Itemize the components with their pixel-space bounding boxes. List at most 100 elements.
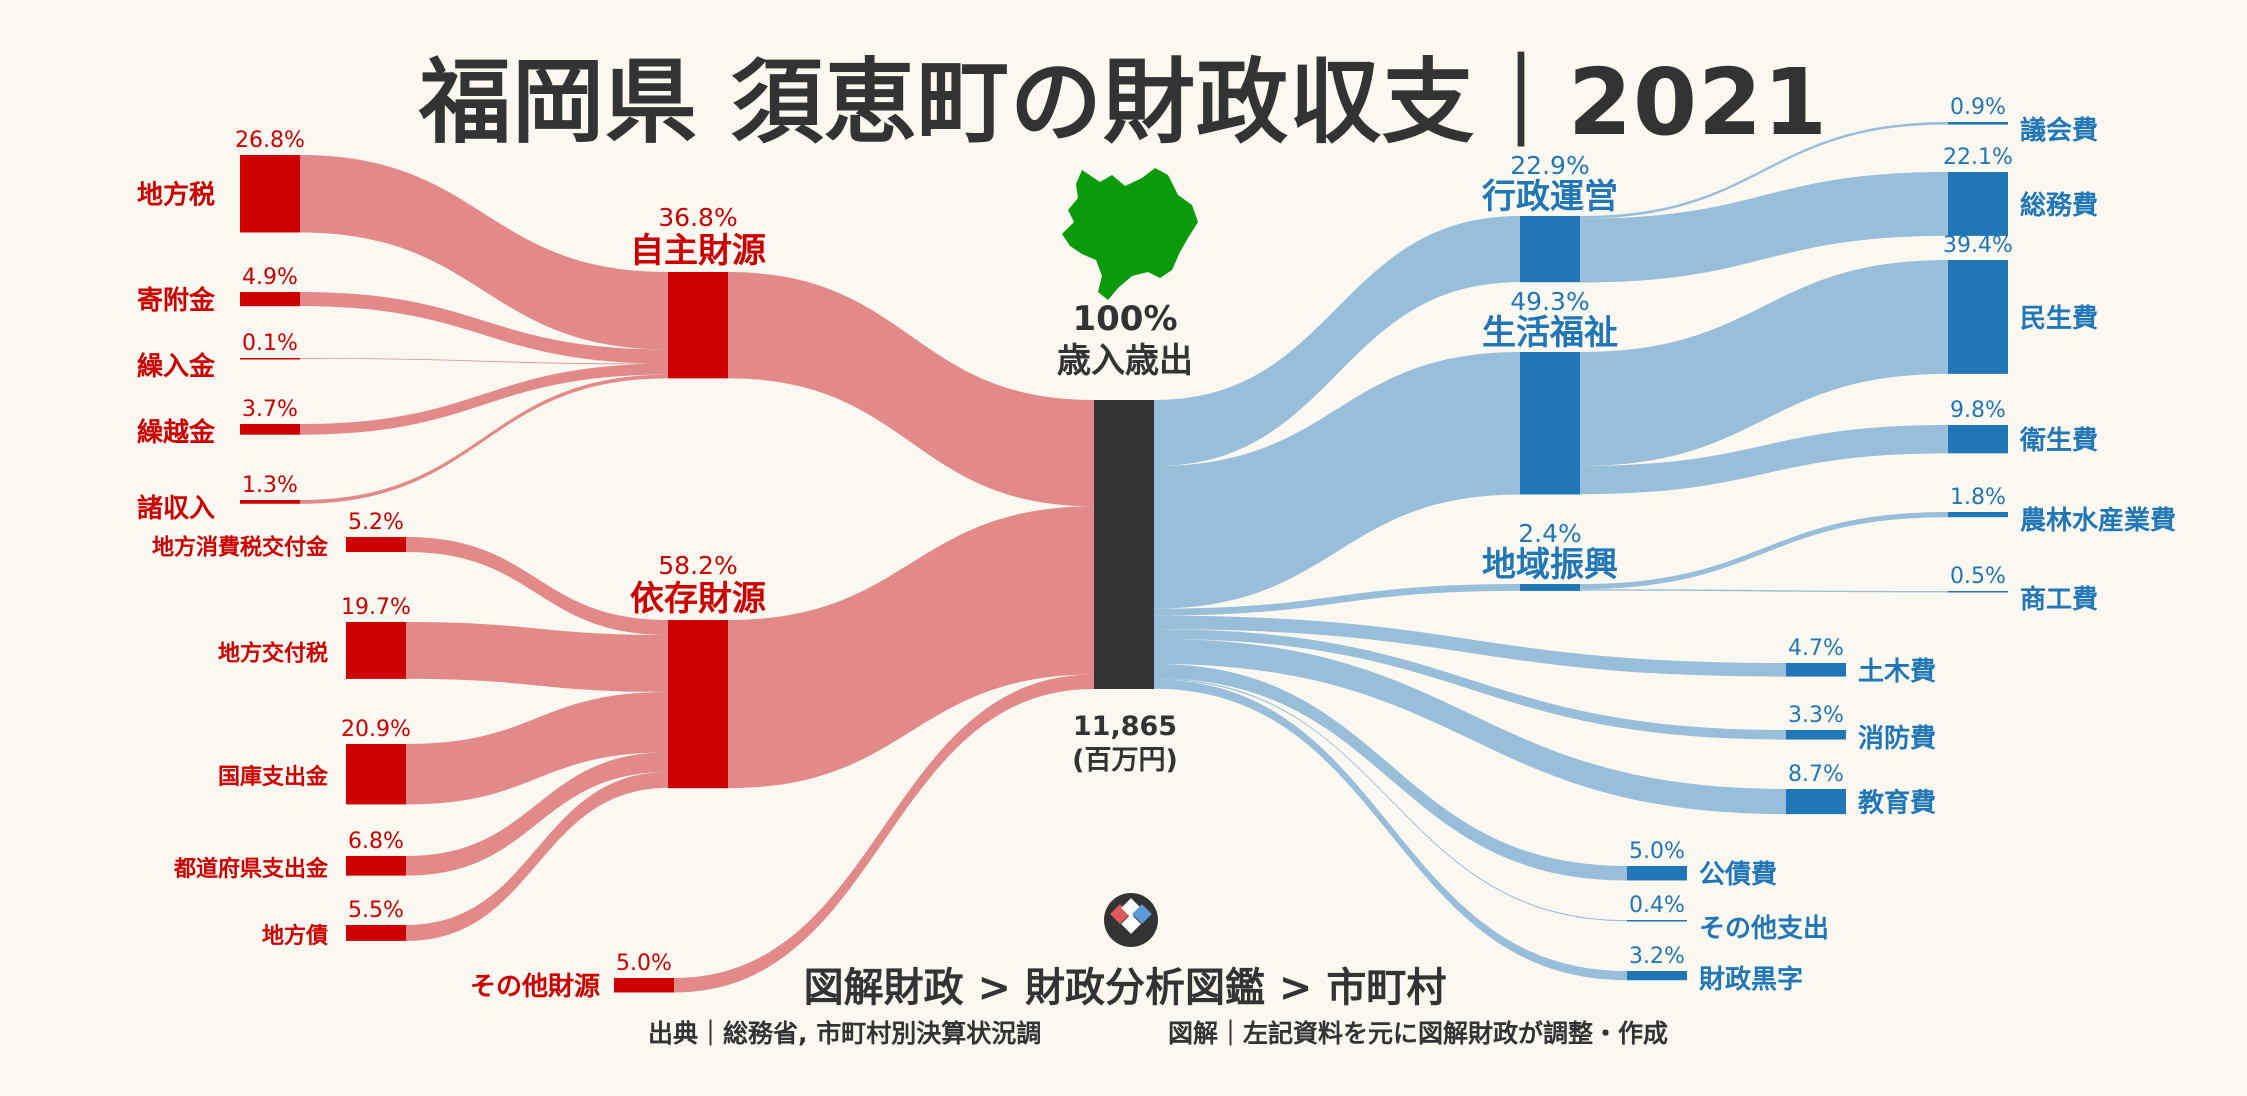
- node-e8a19be7949fe8b2bb: [1948, 425, 2008, 454]
- label-e8b2a1e694bfe9bb92e5ad97: 財政黒字: [1699, 964, 1803, 995]
- label-e3819de381aee4bb96e8b2a1: その他財源: [470, 972, 600, 1002]
- pct-e59cb0e696b9e6b688e8b2bb: 5.2%: [348, 510, 404, 535]
- pct-e585ace582b5e8b2bb: 5.0%: [1629, 839, 1685, 864]
- flow-e7b78fe58b99e8b2bb: [1580, 172, 1948, 283]
- label-e7b9b0e585a5e98791: 繰入金: [137, 351, 216, 382]
- label-e59cb0e696b9e7a88e: 地方税: [137, 180, 215, 211]
- label-e5af84e99984e98791: 寄附金: [137, 285, 216, 316]
- label-e8a18ce694bfe9818be596b6: 行政運営: [1482, 177, 1618, 217]
- label-e59586e5b7a5e8b2bb: 商工費: [2020, 584, 2098, 615]
- pct-e8adb0e4bc9ae8b2bb: 0.9%: [1950, 95, 2006, 120]
- label-e59cb0e696b9e4baa4e4bb98: 地方交付税: [218, 640, 328, 666]
- node-e8a18ce694bfe9818be596b6: [1520, 216, 1580, 283]
- node-e59cb0e59f9fe68cafe88888: [1520, 584, 1580, 591]
- label-e8a19be7949fe8b2bb: 衛生費: [2019, 426, 2098, 456]
- node-e59c9fe69ca8e8b2bb: [1786, 663, 1846, 677]
- pct-e6b091e7949fe8b2bb: 39.4%: [1943, 233, 2013, 258]
- node-e887aae4b8bbe8b2a1e6ba90: [668, 272, 728, 379]
- center-amount-label: 11,865 (百万円): [1000, 710, 1250, 778]
- pct-e5af84e99984e98791: 4.9%: [242, 265, 298, 290]
- pct-e59c9fe69ca8e8b2bb: 4.7%: [1788, 636, 1844, 661]
- label-e3819de381aee4bb96e694af: その他支出: [1699, 914, 1829, 944]
- pct-e7949fe6b4bbe7a68fe7a589: 49.3%: [1510, 287, 1589, 316]
- center-node: [1094, 400, 1154, 689]
- flow-e8b2a1e694bfe9bb92e5ad97: [1154, 679, 1627, 981]
- node-e59cb0e696b9e7a88e: [240, 155, 300, 233]
- flow-e59bbde5baabe694afe587ba: [406, 691, 668, 805]
- pct-e7b78fe58b99e8b2bb: 22.1%: [1943, 145, 2013, 170]
- pct-e8b2a1e694bfe9bb92e5ad97: 3.2%: [1629, 944, 1685, 969]
- node-e7949fe6b4bbe7a68fe7a589: [1520, 352, 1580, 495]
- label-e8beb2e69e97e6b0b4e794a3: 農林水産業費: [2020, 505, 2176, 536]
- flow-e59cb0e696b9e4baa4e4bb98: [406, 622, 668, 692]
- pct-e59cb0e696b9e4baa4e4bb98: 19.7%: [341, 595, 411, 620]
- flow-e3819de381aee4bb96e8b2a1: [674, 674, 1094, 993]
- label-e983bde98193e5ba9ce79c8c: 都道府県支出金: [173, 856, 329, 882]
- node-e8abb8e58f8ee585a5: [240, 500, 300, 504]
- label-e59cb0e696b9e6b688e8b2bb: 地方消費税交付金: [152, 535, 329, 561]
- label-e7949fe6b4bbe7a68fe7a589: 生活福祉: [1482, 313, 1618, 353]
- flow-e7b9b0e8b68ae98791: [300, 363, 668, 435]
- pct-e59586e5b7a5e8b2bb: 0.5%: [1950, 564, 2006, 589]
- label-e59c9fe69ca8e8b2bb: 土木費: [1858, 657, 1936, 687]
- node-e6b688e998b2e8b2bb: [1786, 730, 1846, 740]
- pct-e983bde98193e5ba9ce79c8c: 6.8%: [348, 829, 404, 854]
- label-e6b688e998b2e8b2bb: 消防費: [1858, 724, 1936, 754]
- flow-e983bde98193e5ba9ce79c8c: [406, 752, 668, 876]
- flow-e59cb0e696b9e7a88e: [300, 155, 668, 350]
- label-e59cb0e696b9e582b5: 地方債: [262, 923, 328, 949]
- flow-layer: [300, 122, 1948, 993]
- zukai-logo-icon: [1104, 893, 1158, 947]
- flow-e6b688e998b2e8b2bb: [1154, 629, 1786, 740]
- amount-unit: (百万円): [1072, 745, 1178, 776]
- node-e5af84e99984e98791: [240, 292, 300, 307]
- flow-e59cb0e696b9e582b5: [406, 772, 668, 941]
- flow-center-e8a18ce694bfe9818be596b6: [1154, 216, 1520, 467]
- footer-note: 図解｜左記資料を元に図解財政が調整・作成: [1168, 1019, 1669, 1048]
- node-e983bde98193e5ba9ce79c8c: [346, 856, 406, 876]
- pct-e887aae4b8bbe8b2a1e6ba90: 36.8%: [658, 203, 737, 232]
- node-e8adb0e4bc9ae8b2bb: [1948, 122, 2008, 125]
- node-e69599e882b2e8b2bb: [1786, 789, 1846, 815]
- label-e4be9de5ad98e8b2a1e6ba90: 依存財源: [630, 579, 766, 619]
- flow-center-e59cb0e59f9fe68cafe88888: [1154, 584, 1520, 616]
- label-e59bbde5baabe694afe587ba: 国庫支出金: [218, 764, 329, 790]
- label-e7b9b0e8b68ae98791: 繰越金: [137, 417, 216, 448]
- flow-e887aae4b8bbe8b2a1e6ba90-center: [728, 272, 1094, 507]
- pct-e7b9b0e8b68ae98791: 3.7%: [242, 397, 298, 422]
- label-layer: 36.8%自主財源 26.8% 地方税 4.9% 寄附金 0.1% 繰入金 3.7% 繰越金 1.…: [137, 95, 2176, 1002]
- flow-e8adb0e4bc9ae8b2bb: [1580, 122, 1948, 219]
- node-e59bbde5baabe694afe587ba: [346, 744, 406, 805]
- flow-e3819de381aee4bb96e694af: [1154, 678, 1627, 922]
- label-e69599e882b2e8b2bb: 教育費: [1858, 788, 1936, 819]
- pct-e8beb2e69e97e6b0b4e794a3: 1.8%: [1950, 485, 2006, 510]
- center-total-label: 100% 歳入歳出: [1000, 298, 1250, 382]
- footer-breadcrumb[interactable]: 図解財政 > 財政分析図鑑 > 市町村: [803, 965, 1447, 1011]
- pct-e59cb0e696b9e7a88e: 26.8%: [235, 128, 305, 153]
- node-e7b9b0e8b68ae98791: [240, 424, 300, 435]
- pct-e59cb0e696b9e582b5: 5.5%: [348, 898, 404, 923]
- node-e7b9b0e585a5e98791: [240, 358, 300, 360]
- footer-source: 出典｜総務省, 市町村別決算状況調: [648, 1019, 1042, 1048]
- node-e4be9de5ad98e8b2a1e6ba90: [668, 620, 728, 789]
- pct-e4be9de5ad98e8b2a1e6ba90: 58.2%: [658, 551, 737, 580]
- label-e59cb0e59f9fe68cafe88888: 地域振興: [1482, 545, 1618, 585]
- node-e3819de381aee4bb96e694af: [1627, 920, 1687, 922]
- fukuoka-map-icon: [1062, 168, 1198, 300]
- center-pct: 100%: [1072, 299, 1178, 339]
- flow-e59586e5b7a5e8b2bb: [1580, 589, 1948, 593]
- label-e6b091e7949fe8b2bb: 民生費: [2020, 304, 2098, 334]
- node-e59cb0e696b9e6b688e8b2bb: [346, 537, 406, 553]
- pct-e3819de381aee4bb96e8b2a1: 5.0%: [616, 951, 672, 976]
- node-e59cb0e696b9e4baa4e4bb98: [346, 622, 406, 679]
- pct-e3819de381aee4bb96e694af: 0.4%: [1629, 893, 1685, 918]
- pct-e7b9b0e585a5e98791: 0.1%: [242, 331, 298, 356]
- pct-e59bbde5baabe694afe587ba: 20.9%: [341, 717, 411, 742]
- flow-e69599e882b2e8b2bb: [1154, 638, 1786, 815]
- label-e8abb8e58f8ee585a5: 諸収入: [137, 493, 215, 524]
- node-e3819de381aee4bb96e8b2a1: [614, 978, 674, 993]
- label-e585ace582b5e8b2bb: 公債費: [1699, 860, 1777, 890]
- center-text: 歳入歳出: [1057, 341, 1193, 381]
- node-e7b78fe58b99e8b2bb: [1948, 172, 2008, 236]
